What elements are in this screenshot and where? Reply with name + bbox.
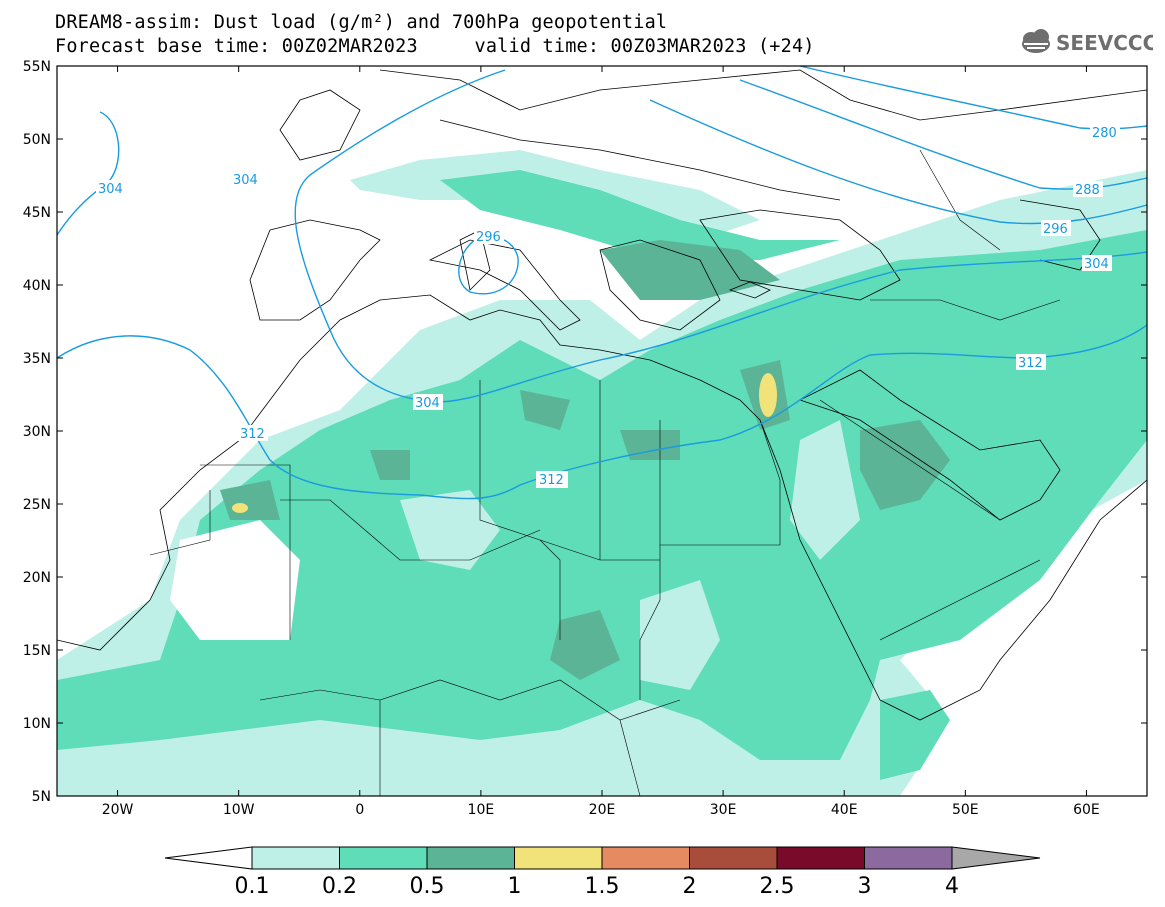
colorbar-label: 0.1	[235, 874, 270, 899]
contour-304-main	[294, 69, 1147, 403]
colorbar: 0.1 0.2 0.5 1 1.5 2 2.5 3 4	[164, 846, 1041, 899]
contour-312-main	[57, 324, 1147, 500]
x-tick-label: 10E	[468, 802, 495, 818]
colorbar-label: 0.5	[410, 874, 445, 899]
colorbar-label: 4	[945, 874, 959, 899]
colorbar-label: 3	[858, 874, 872, 899]
y-tick-label: 30N	[23, 424, 51, 440]
y-tick-label: 45N	[23, 205, 51, 221]
country-borders	[149, 149, 1061, 796]
colorbar-segment	[339, 846, 428, 870]
colorbar-label: 0.2	[322, 874, 357, 899]
contour-304-west	[57, 111, 120, 236]
contour-296-east	[649, 99, 1147, 225]
contour-280	[799, 66, 1147, 130]
coastlines	[57, 69, 1147, 721]
contour-labels: 304 304 296 304 312 312 312 280 288 296 …	[96, 124, 1120, 488]
y-tick-label: 10N	[23, 716, 51, 732]
x-tick-label: 20W	[102, 802, 134, 818]
forecast-times: Forecast base time: 00Z02MAR2023 valid t…	[55, 36, 815, 57]
colorbar-segment	[689, 846, 778, 870]
dust-field	[57, 66, 1147, 796]
logo-text: SEEVCCC	[1056, 31, 1153, 55]
colorbar-segment	[426, 846, 515, 870]
colorbar-segment	[776, 846, 865, 870]
colorbar-segment	[251, 846, 340, 870]
dust-band-medium	[57, 230, 1147, 760]
contour-288	[739, 79, 1147, 190]
y-tick-label: 55N	[23, 59, 51, 75]
y-tick-label: 20N	[23, 570, 51, 586]
colorbar-segment	[601, 846, 690, 870]
x-tick-label: 30E	[710, 802, 737, 818]
contour-label: 312	[539, 473, 564, 488]
geopotential-contours	[57, 66, 1147, 500]
map-title: DREAM8-assim: Dust load (g/m²) and 700hP…	[55, 12, 668, 33]
contour-label: 304	[98, 182, 123, 197]
y-tick-label: 40N	[23, 278, 51, 294]
colorbar-label: 2.5	[760, 874, 795, 899]
contour-label: 296	[476, 230, 501, 245]
x-tick-label: 0	[355, 802, 364, 818]
contour-label: 304	[415, 396, 440, 411]
colorbar-under-triangle	[164, 846, 253, 870]
x-tick-label: 50E	[952, 802, 979, 818]
contour-label: 304	[1084, 257, 1109, 272]
contour-label: 288	[1075, 183, 1100, 198]
y-tick-label: 5N	[32, 789, 51, 805]
dust-peak-sinai	[759, 373, 777, 417]
contour-label: 312	[240, 427, 265, 442]
y-tick-label: 15N	[23, 643, 51, 659]
x-tick-label: 40E	[831, 802, 858, 818]
x-tick-label: 20E	[589, 802, 616, 818]
contour-label: 304	[233, 173, 258, 188]
dust-peak-sahara	[232, 503, 248, 513]
colorbar-over-triangle	[951, 846, 1041, 870]
contour-label: 280	[1092, 126, 1117, 141]
colorbar-segment	[514, 846, 603, 870]
colorbar-segment	[864, 846, 953, 870]
colorbar-label: 1.5	[585, 874, 620, 899]
map-axes: 20W 10W 0 10E 20E 30E 40E 50E 60E 55N 50N 45N 40N 35N…	[23, 59, 1147, 818]
seevccc-logo: SEEVCCC	[1022, 29, 1153, 55]
contour-label: 296	[1043, 222, 1068, 237]
colorbar-label: 1	[508, 874, 522, 899]
y-tick-label: 50N	[23, 132, 51, 148]
x-tick-label: 60E	[1073, 802, 1100, 818]
y-tick-label: 25N	[23, 497, 51, 513]
cloud-icon	[1022, 29, 1050, 53]
dust-band-dark	[600, 240, 780, 300]
contour-label: 312	[1018, 356, 1043, 371]
y-tick-label: 35N	[23, 351, 51, 367]
colorbar-label: 2	[683, 874, 697, 899]
x-tick-label: 10W	[223, 802, 255, 818]
